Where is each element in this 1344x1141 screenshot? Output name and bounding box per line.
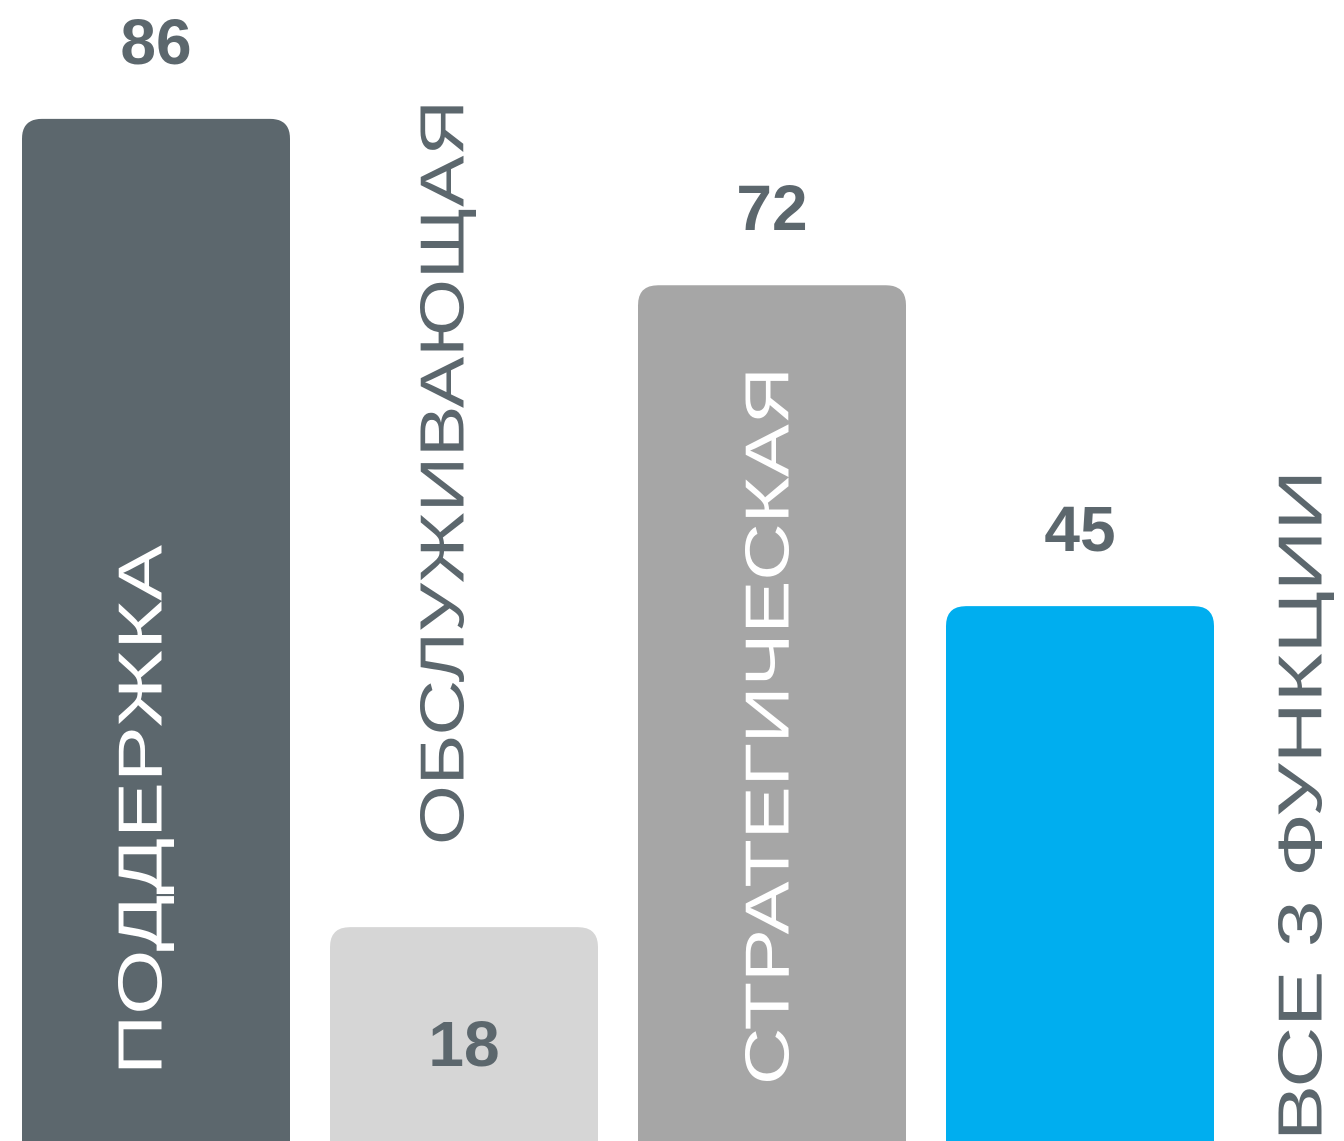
category-label: ОБСЛУЖИВАЮЩАЯ bbox=[408, 100, 477, 845]
category-label: СТРАТЕГИЧЕСКАЯ bbox=[733, 367, 802, 1085]
category-label: ВСЕ 3 ФУНКЦИИ bbox=[1266, 470, 1335, 1141]
value-label: 72 bbox=[736, 172, 807, 244]
category-label: ПОДДЕРЖКА bbox=[106, 544, 175, 1075]
value-label: 45 bbox=[1044, 493, 1115, 565]
bar bbox=[946, 606, 1214, 1141]
value-label: 86 bbox=[120, 6, 191, 78]
value-label: 18 bbox=[428, 1008, 499, 1080]
bar bbox=[22, 118, 290, 1141]
bar bbox=[330, 927, 598, 1141]
bar bbox=[638, 285, 906, 1141]
